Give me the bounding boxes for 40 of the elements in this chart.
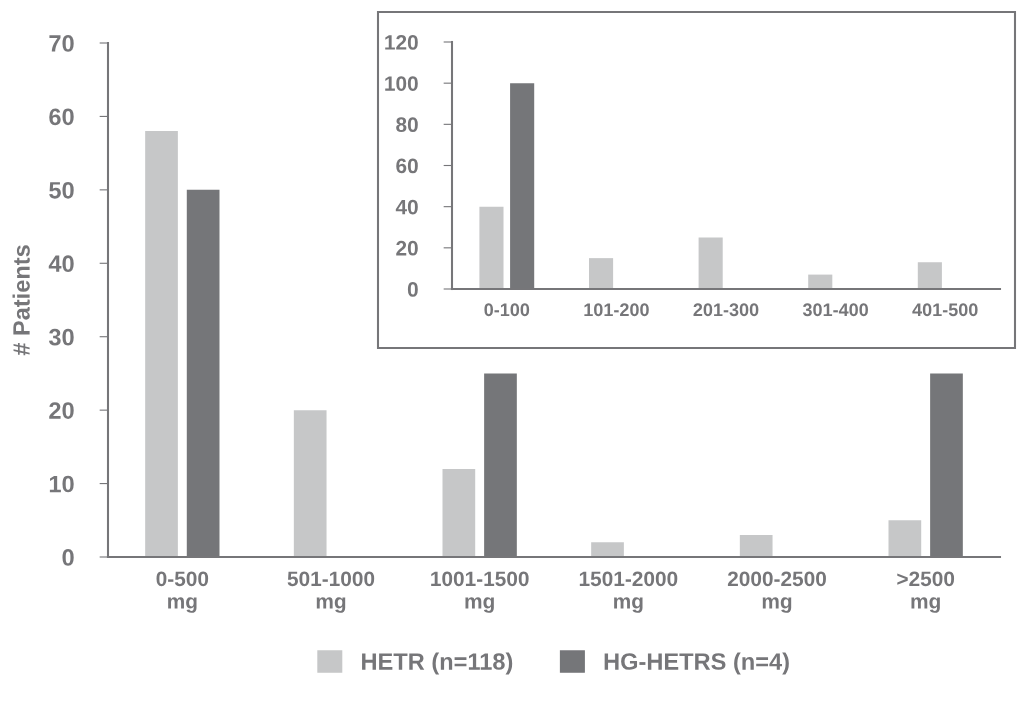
legend-label: HETR (n=118)	[362, 652, 513, 675]
y-tick-label: 0	[62, 549, 74, 566]
x-tick-label: 501-1000 mg	[287, 571, 375, 613]
bar	[442, 468, 476, 557]
bar	[145, 131, 178, 557]
y-tick-label: 120	[385, 35, 418, 50]
legend-label: HG-HETRS (n=4)	[604, 652, 789, 675]
bar	[293, 410, 327, 557]
x-tick-label: 1001-1500 mg	[431, 571, 529, 613]
y-tick-label: 60	[49, 108, 74, 126]
y-axis-title: # Patients	[12, 245, 30, 356]
y-tick-label: 50	[49, 181, 74, 199]
x-tick-label: 401-500	[912, 303, 978, 317]
bar	[589, 258, 614, 289]
y-tick-label: 10	[49, 475, 74, 493]
y-tick-label: 20	[396, 240, 418, 256]
x-tick-label: 0-100	[484, 303, 530, 317]
y-tick-label: 100	[385, 76, 418, 91]
x-tick-label: >2500 mg	[897, 571, 955, 613]
bar	[591, 542, 624, 557]
bar	[698, 237, 723, 289]
x-tick-label: 101-200	[584, 303, 649, 317]
bar	[479, 206, 504, 289]
x-tick-label: 1501-2000 mg	[579, 571, 678, 613]
bar	[739, 534, 773, 557]
y-tick-label: 60	[396, 158, 418, 174]
bar	[888, 520, 922, 557]
y-tick-label: 40	[395, 199, 418, 215]
x-tick-label: 2000-2500 mg	[727, 571, 826, 613]
y-tick-label: 30	[48, 328, 74, 346]
x-tick-label: 201-300	[693, 303, 759, 317]
bar	[808, 274, 833, 289]
x-tick-label: 301-400	[802, 303, 868, 317]
bar	[917, 262, 942, 289]
y-tick-label: 70	[49, 35, 74, 52]
y-tick-label: 80	[396, 117, 418, 133]
y-tick-label: 0	[407, 282, 418, 297]
x-tick-label: 0-500 mg	[156, 571, 209, 613]
y-tick-label: 20	[49, 402, 74, 419]
y-tick-label: 40	[48, 255, 74, 273]
